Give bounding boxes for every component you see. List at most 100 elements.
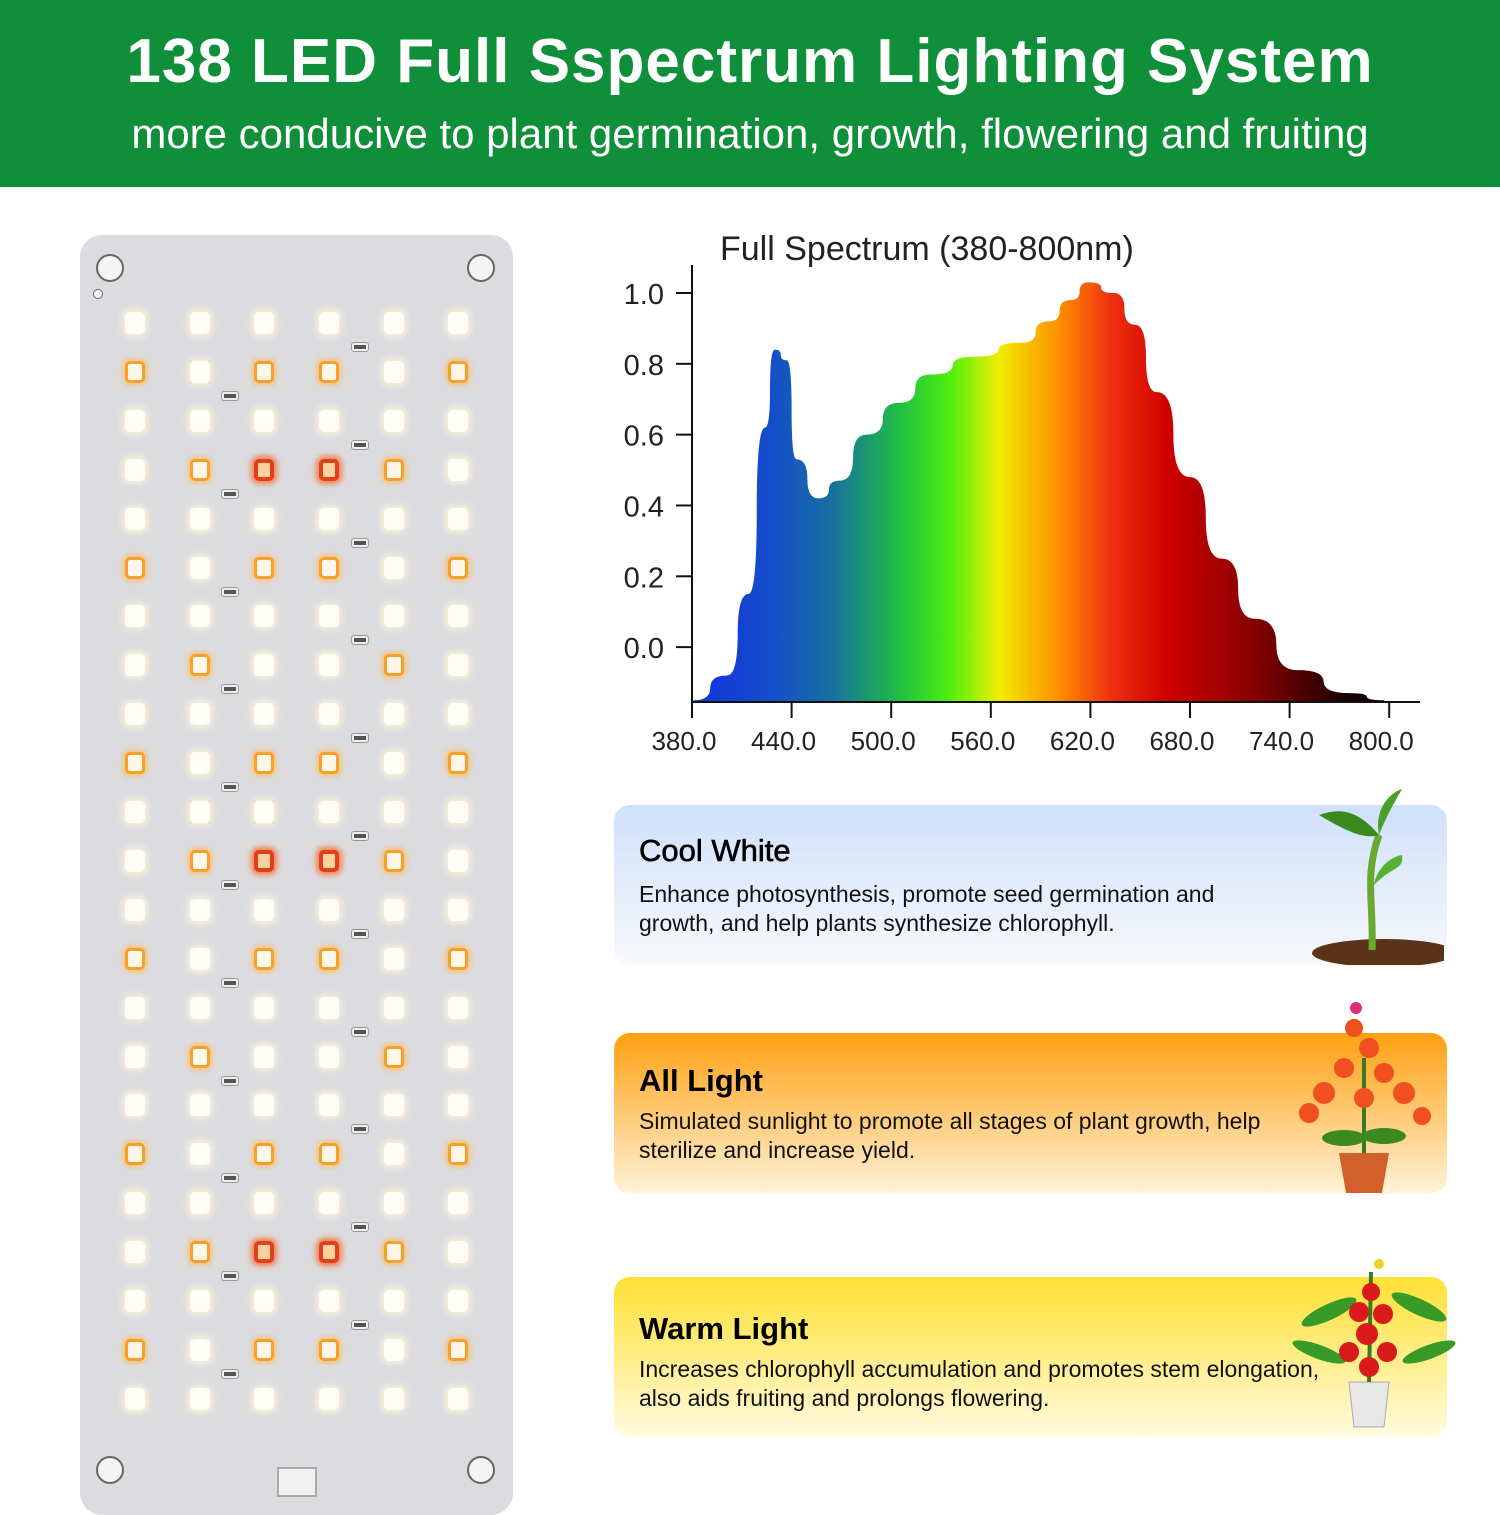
led-chip xyxy=(125,458,145,481)
led-chip xyxy=(319,1192,339,1215)
led-chip xyxy=(125,801,145,823)
led-chip xyxy=(448,507,468,530)
led-chip xyxy=(448,605,468,628)
led-chip xyxy=(319,1094,339,1117)
y-tick-label: 0.8 xyxy=(624,350,664,382)
led-chip xyxy=(254,1338,274,1361)
resistor-chip xyxy=(351,1222,369,1233)
header-banner: 138 LED Full Sspectrum Lighting System m… xyxy=(0,0,1500,187)
led-chip xyxy=(319,360,339,383)
led-chip xyxy=(190,703,210,726)
led-chip xyxy=(190,360,210,383)
resistor-chip xyxy=(351,928,369,939)
resistor-chip xyxy=(221,1271,239,1282)
resistor-chip xyxy=(221,879,239,890)
mount-hole-icon xyxy=(467,1456,495,1484)
resistor-chip xyxy=(221,488,239,499)
led-chip xyxy=(384,849,404,872)
led-chip xyxy=(384,752,404,775)
led-chip xyxy=(125,898,145,921)
led-chip xyxy=(384,1094,404,1117)
spectrum-area xyxy=(693,282,1385,702)
led-chip xyxy=(319,458,339,481)
led-chip xyxy=(125,1241,145,1264)
mount-hole-icon xyxy=(96,1456,124,1484)
led-chip xyxy=(190,1387,210,1410)
led-chip xyxy=(254,801,274,823)
led-chip xyxy=(254,1094,274,1117)
led-chip xyxy=(448,1192,468,1215)
resistor-chip xyxy=(221,1368,239,1379)
resistor-chip xyxy=(351,342,369,352)
led-chip xyxy=(190,409,210,432)
led-chip xyxy=(254,1192,274,1215)
y-tick-label: 0.2 xyxy=(624,562,664,594)
led-chip xyxy=(384,1241,404,1264)
card-cool-white: Cool White Enhance photosynthesis, promo… xyxy=(614,789,1447,965)
led-chip xyxy=(319,703,339,726)
led-chip xyxy=(254,947,274,970)
led-chip xyxy=(384,1290,404,1312)
led-chip xyxy=(319,1143,339,1166)
led-chip xyxy=(254,556,274,579)
led-chip xyxy=(125,947,145,970)
mount-hole-icon xyxy=(96,254,124,282)
led-chip xyxy=(448,1338,468,1361)
card-text: Simulated sunlight to promote all stages… xyxy=(639,1108,1261,1163)
led-chip xyxy=(190,752,210,775)
led-chip xyxy=(254,1143,274,1166)
small-hole-icon xyxy=(93,289,103,299)
led-chip xyxy=(190,1094,210,1117)
led-chip xyxy=(384,801,404,823)
spectrum-chart: Full Spectrum (380-800nm) 1.0 0.8 0.6 0.4 0.… xyxy=(624,230,1420,756)
led-chip xyxy=(190,458,210,481)
led-chip xyxy=(384,458,404,481)
led-chip xyxy=(254,1387,274,1410)
led-chip xyxy=(384,360,404,383)
led-chip xyxy=(448,898,468,921)
led-chip xyxy=(448,1045,468,1068)
resistor-chip xyxy=(351,439,369,450)
tomato-plant-icon xyxy=(1292,1259,1456,1428)
led-chip xyxy=(125,605,145,628)
led-board xyxy=(80,235,513,1515)
resistor-chip xyxy=(351,635,369,646)
led-chip xyxy=(319,801,339,823)
led-chip xyxy=(125,849,145,872)
led-chip xyxy=(319,752,339,775)
led-chip xyxy=(254,849,274,872)
flower-pot-icon xyxy=(1299,1002,1431,1193)
x-tick-label: 620.0 xyxy=(1050,726,1115,756)
led-chip xyxy=(190,1045,210,1068)
y-tick-label: 0.6 xyxy=(624,421,664,453)
led-chip xyxy=(254,1241,274,1264)
led-chip xyxy=(448,654,468,677)
card-text: Enhance photosynthesis, promote seed ger… xyxy=(639,881,1215,936)
led-chip xyxy=(125,703,145,726)
led-chip xyxy=(384,605,404,628)
led-chip xyxy=(254,1290,274,1312)
led-chip xyxy=(125,1290,145,1312)
led-chip xyxy=(254,458,274,481)
led-chip xyxy=(190,849,210,872)
led-chip xyxy=(190,556,210,579)
led-chip xyxy=(319,1045,339,1068)
led-chip xyxy=(254,996,274,1019)
resistor-chip xyxy=(351,733,369,744)
led-chip xyxy=(125,409,145,432)
card-title: All Light xyxy=(639,1063,763,1098)
x-tick-label: 380.0 xyxy=(651,726,716,756)
resistor-chip xyxy=(221,586,239,597)
resistor-chip xyxy=(221,390,239,401)
led-chip xyxy=(254,654,274,677)
led-chip xyxy=(319,1338,339,1361)
led-chip xyxy=(125,1094,145,1117)
led-chip xyxy=(384,898,404,921)
connector-icon xyxy=(277,1467,317,1497)
led-chip xyxy=(448,801,468,823)
led-chip xyxy=(384,507,404,530)
led-chip xyxy=(190,996,210,1019)
led-chip xyxy=(448,1241,468,1264)
led-chip xyxy=(190,1143,210,1166)
led-chip xyxy=(448,1290,468,1312)
